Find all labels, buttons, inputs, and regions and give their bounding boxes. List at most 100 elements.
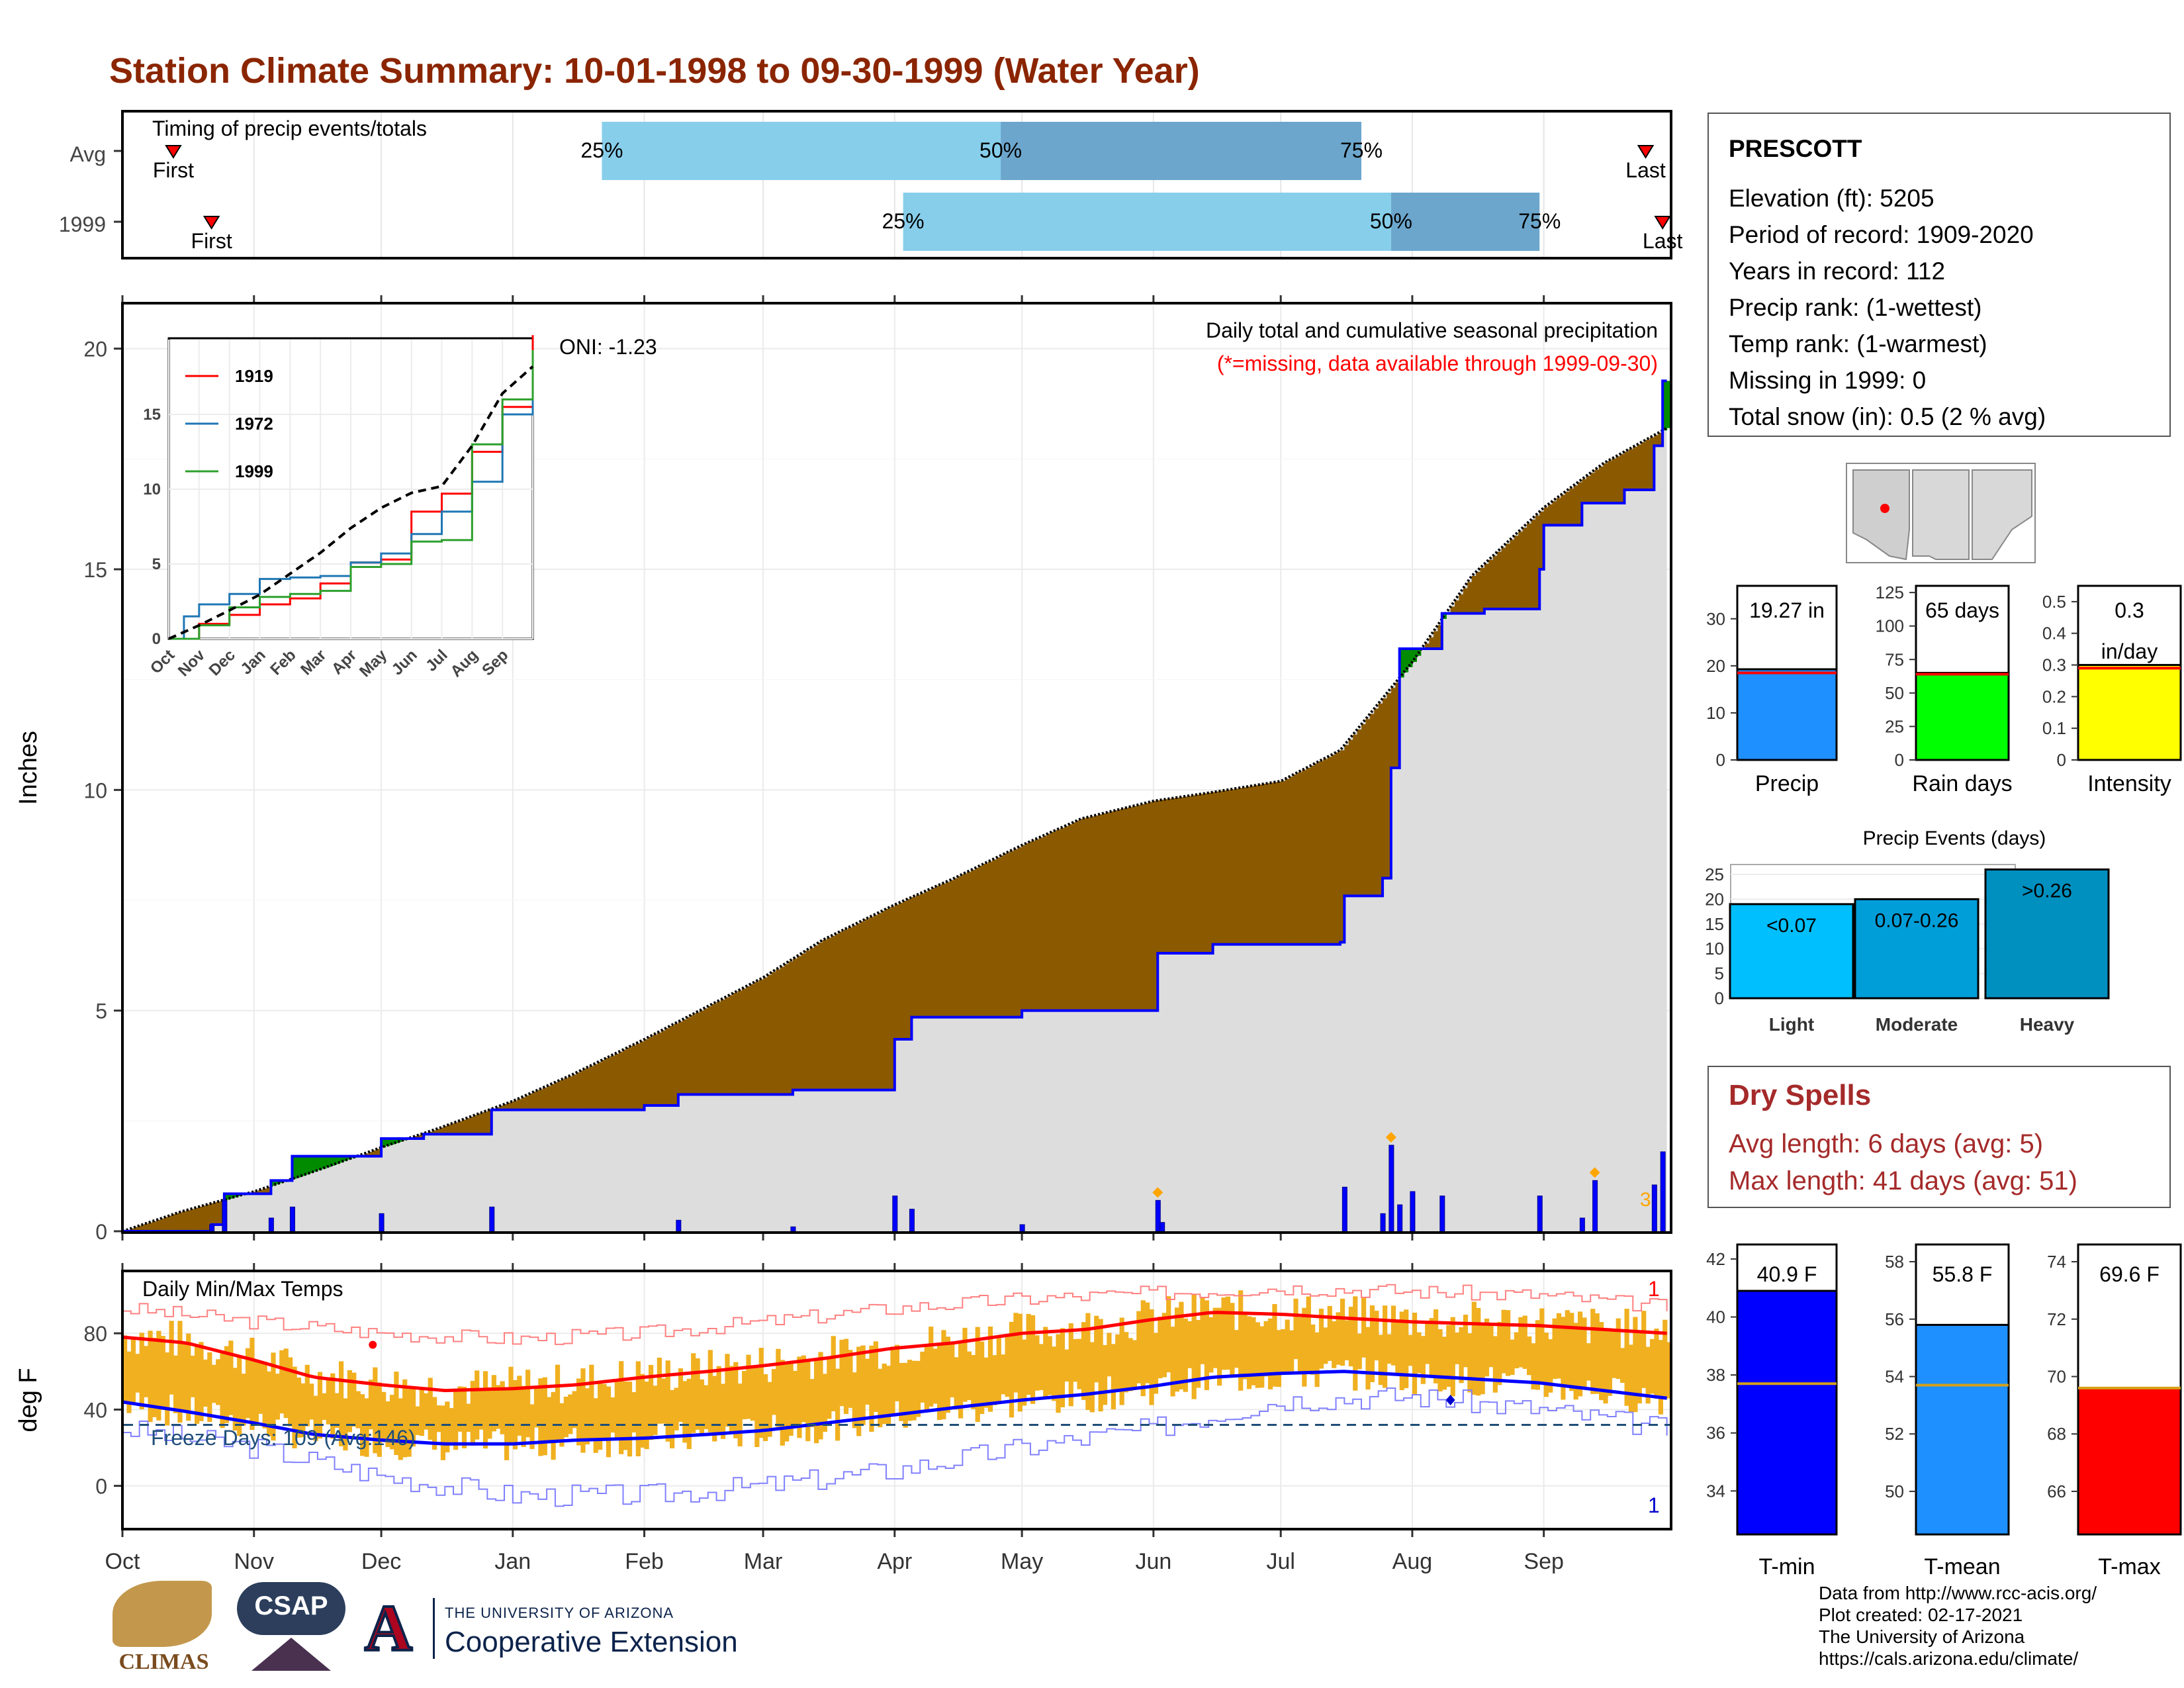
precip-deficit-slice (1183, 796, 1188, 953)
precip-deficit-slice (1145, 803, 1150, 1011)
precip-deficit-slice (1383, 698, 1388, 878)
daily-temp-bar (152, 1337, 158, 1417)
season-total-tick-label-1-5: 125 (1876, 583, 1904, 602)
precip-deficit-slice (364, 1153, 369, 1156)
daily-temp-bar (1425, 1323, 1430, 1364)
daily-temp-bar (1459, 1327, 1464, 1383)
daily-precip-bar-21 (1592, 1180, 1598, 1232)
daily-temp-bar (330, 1373, 336, 1439)
precip-surplus-slice (1399, 649, 1404, 678)
precip-deficit-slice (763, 977, 768, 1095)
daily-temp-bar (1390, 1305, 1396, 1366)
precip-deficit-slice (805, 951, 811, 1090)
precip-deficit-slice (1459, 594, 1464, 614)
daily-temp-bar (1034, 1335, 1040, 1391)
daily-temp-bar (1145, 1302, 1150, 1383)
timing-bar-50-75-Avg (1001, 122, 1361, 180)
daily-temp-bar (177, 1321, 183, 1423)
record-high-count: 1 (1648, 1277, 1660, 1301)
daily-temp-bar (1369, 1305, 1375, 1383)
precip-deficit-slice (1263, 784, 1269, 945)
daily-temp-bar (1038, 1344, 1044, 1390)
precip-deficit-slice (1026, 843, 1031, 1011)
daily-temp-bar (1327, 1305, 1332, 1361)
inset-x-tick-label-11: Sep (478, 646, 512, 679)
precip-deficit-slice (1369, 714, 1375, 896)
precip-surplus-slice (1412, 649, 1417, 662)
precip-surplus-slice (330, 1156, 336, 1166)
precip-deficit-slice (542, 1088, 547, 1110)
precip-deficit-slice (839, 931, 844, 1090)
daily-temp-bar (818, 1352, 823, 1440)
ua-logo-divider (433, 1598, 435, 1659)
csap-cloud-icon (237, 1582, 345, 1635)
daily-temp-bar (275, 1374, 281, 1420)
climas-logo-text: CLIMAS (118, 1650, 209, 1674)
daily-temp-bar (899, 1362, 904, 1421)
daily-temp-bar (933, 1348, 938, 1404)
ua-logo-small-text: THE UNIVERSITY OF ARIZONA (445, 1605, 674, 1621)
precip-deficit-slice (1230, 789, 1235, 945)
season-total-tick-label-0-1: 10 (1706, 703, 1725, 723)
inset-legend-label-1999: 1999 (235, 461, 273, 481)
daily-temp-bar (355, 1391, 361, 1429)
events-bar-label-moderate: 0.07-0.26 (1875, 910, 1959, 931)
daily-temp-bar (373, 1367, 378, 1454)
precip-deficit-slice (144, 1224, 149, 1231)
precip-deficit-slice (419, 1135, 424, 1139)
daily-temp-bar (228, 1340, 234, 1415)
precip-deficit-slice (936, 886, 942, 1017)
daily-temp-bar (852, 1372, 857, 1429)
precip-deficit-slice (563, 1078, 569, 1110)
inset-x-tick-label-8: Jun (388, 646, 421, 679)
daily-temp-bar (445, 1401, 450, 1453)
daily-temp-bar (186, 1333, 191, 1421)
daily-temp-bar (224, 1346, 230, 1423)
precip-panel-title: Daily total and cumulative seasonal prec… (1206, 318, 1658, 342)
daily-temp-bar (1569, 1313, 1574, 1391)
precip-deficit-slice (1052, 831, 1057, 1011)
ua-logo-big-text: Cooperative Extension (445, 1626, 738, 1658)
events-bar-light (1729, 903, 1854, 1000)
daily-temp-bar (190, 1355, 195, 1397)
precip-deficit-slice (1582, 479, 1587, 503)
oni-label: ONI: -1.23 (559, 335, 657, 359)
precip-deficit-slice (194, 1207, 199, 1231)
daily-temp-bar (296, 1378, 302, 1438)
precip-deficit-slice (1009, 851, 1014, 1017)
temp-summary-label-1: T-mean (1924, 1554, 2000, 1579)
precip-deficit-slice (1267, 783, 1273, 945)
daily-temp-bar (1022, 1339, 1027, 1406)
precip-surplus-slice (385, 1139, 390, 1147)
daily-temp-bar (1615, 1318, 1621, 1380)
precip-deficit-slice (1281, 781, 1286, 945)
precip-deficit-slice (1064, 826, 1069, 1011)
precip-deficit-slice (593, 1064, 598, 1110)
footer-university: The University of Arizona (1819, 1626, 2025, 1647)
daily-temp-bar (1535, 1320, 1541, 1390)
daily-temp-bar (555, 1364, 561, 1443)
temp-summary-tick-label-2-3: 72 (2047, 1309, 2066, 1329)
precip-deficit-slice (1017, 847, 1023, 1017)
daily-temp-bar (873, 1341, 878, 1412)
precip-events-chart: 0 5 10 15 20 25 <0.07 Light 0.07-0.26 Moderate >0.… (1705, 864, 2110, 1035)
precip-deficit-slice (941, 884, 946, 1017)
precip-deficit-slice (644, 1039, 649, 1105)
inset-x-tick-label-3: Jan (237, 646, 269, 678)
precip-deficit-slice (971, 870, 976, 1017)
temp-summary-bar-2 (2077, 1387, 2182, 1536)
station-name: PRESCOTT (1729, 135, 1862, 162)
daily-temp-bar (1119, 1317, 1124, 1405)
precip-deficit-slice (1510, 539, 1515, 609)
daily-temp-bar (580, 1368, 586, 1453)
precip-average-area (122, 428, 1667, 1231)
events-category-label-heavy: Heavy (2020, 1014, 2075, 1035)
dry-spells-box: Dry Spells Avg length: 6 days (avg: 5) M… (1707, 1066, 2171, 1208)
precip-deficit-slice (1107, 812, 1112, 1011)
precip-deficit-slice (958, 876, 963, 1017)
timing-first-marker-Avg (165, 145, 182, 159)
precip-surplus-slice (296, 1156, 301, 1178)
daily-temp-bar (1183, 1318, 1188, 1392)
precip-deficit-slice (1306, 768, 1311, 945)
events-tick-label-2: 10 (1705, 939, 1724, 959)
